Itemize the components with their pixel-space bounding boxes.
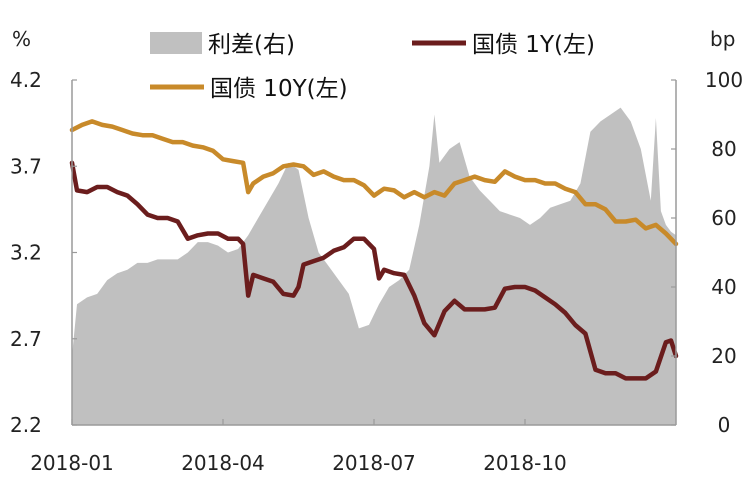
right-tick-label: 80 bbox=[711, 137, 736, 161]
legend-label-y10: 国债 10Y(左) bbox=[210, 76, 348, 102]
left-tick-label: 4.2 bbox=[10, 68, 42, 92]
left-tick-label: 2.2 bbox=[10, 413, 42, 437]
right-unit-label: bp bbox=[710, 27, 735, 51]
left-tick-label: 3.2 bbox=[10, 241, 42, 265]
plot-area bbox=[69, 107, 679, 425]
legend-swatch-spread bbox=[150, 32, 202, 54]
left-tick-label: 3.7 bbox=[10, 154, 42, 178]
series-10y-line bbox=[69, 119, 679, 247]
right-tick-label: 20 bbox=[711, 344, 736, 368]
legend-label-y1: 国债 1Y(左) bbox=[472, 32, 595, 58]
legend: 利差(右) 国债 1Y(左) 国债 10Y(左) bbox=[150, 32, 595, 102]
series-1y-line bbox=[69, 160, 679, 381]
series-spread-area bbox=[72, 107, 676, 425]
x-tick-label: 2018-10 bbox=[483, 451, 567, 475]
right-tick-label: 0 bbox=[718, 413, 731, 437]
left-tick-label: 2.7 bbox=[10, 327, 42, 351]
right-tick-label: 100 bbox=[705, 68, 743, 92]
axes: 2.2 2.7 3.2 3.7 4.2 0 20 40 60 80 100 2018-01 2018-0… bbox=[10, 68, 743, 475]
right-tick-label: 60 bbox=[711, 206, 736, 230]
legend-label-spread: 利差(右) bbox=[208, 32, 295, 58]
right-tick-label: 40 bbox=[711, 275, 736, 299]
x-tick-label: 2018-07 bbox=[332, 451, 416, 475]
x-tick-label: 2018-04 bbox=[181, 451, 265, 475]
x-tick-label: 2018-01 bbox=[30, 451, 114, 475]
left-unit-label: % bbox=[12, 27, 31, 51]
